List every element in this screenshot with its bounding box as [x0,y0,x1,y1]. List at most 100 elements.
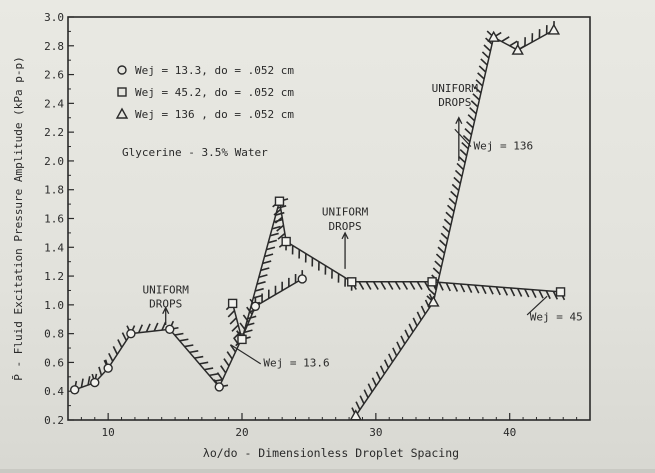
data-point-square [275,197,283,205]
hatch-mark [356,402,360,410]
hatch-mark [118,339,122,347]
annotation-text: UNIFORM [143,283,190,296]
hatch-mark [468,285,472,293]
data-point-square [348,278,356,286]
hatch-mark [475,285,479,293]
hatch-mark [482,52,488,58]
data-point-square [557,288,565,296]
hatch-mark [454,177,460,183]
hatch-mark [389,354,393,362]
series-line-square [233,201,561,339]
series-label: Wej = 45 [530,311,583,324]
hatch-mark [209,374,218,376]
hatch-mark [88,376,90,385]
hatch-mark [440,240,446,246]
hatch-mark [525,289,529,297]
legend-fluid-label: Glycerine - 3.5% Water [122,146,268,159]
hatch-mark [122,333,126,341]
hatch-mark [227,352,232,359]
legend-marker-circle [118,66,126,74]
hatch-mark [455,170,461,176]
y-tick-label: 0.6 [44,356,64,369]
data-point-circle [298,275,306,283]
data-point-triangle [513,45,523,54]
label-leader [231,345,260,364]
x-axis-label: λo/do - Dimensionless Droplet Spacing [203,446,459,460]
series-label: Wej = 136 [474,139,534,152]
hatch-mark [228,311,234,317]
data-point-circle [215,383,223,391]
y-tick-label: 1.6 [44,213,64,226]
y-tick-label: 2.8 [44,40,64,53]
hatch-mark [374,282,379,290]
hatch-mark [511,288,515,296]
hatch-mark [413,318,417,326]
annotation-text: DROPS [438,96,471,109]
hatch-mark [113,346,117,354]
hatch-mark [417,282,422,290]
hatch-mark [438,247,444,253]
hatch-mark [146,324,150,332]
x-tick-label: 30 [369,426,382,439]
annotation-text: UNIFORM [322,206,369,219]
hatch-mark [448,205,454,211]
hatch-mark [194,357,203,359]
hatch-mark [461,284,465,292]
hatch-mark [385,360,389,368]
hatch-mark [377,372,381,380]
hatch-mark [489,286,493,294]
hatch-mark [99,367,102,376]
hatch-mark [444,219,450,225]
hatch-mark [381,282,386,290]
data-point-square [282,238,290,246]
hatch-mark [439,282,443,290]
series-label: Wej = 13.6 [263,357,329,370]
hatch-mark [190,351,199,353]
data-point-triangle [351,411,361,420]
hatch-mark [479,66,485,72]
hatch-mark [503,287,507,295]
hatch-mark [405,330,409,338]
hatch-mark [449,198,455,204]
data-point-triangle [549,25,559,34]
hatch-mark [388,282,393,290]
hatch-mark [518,289,522,297]
y-tick-label: 2.0 [44,155,64,168]
hatch-mark [230,318,236,324]
hatch-mark [410,282,415,290]
hatch-mark [471,101,477,107]
hatch-mark [478,73,484,79]
hatch-mark [510,41,518,46]
hatch-mark [154,323,158,331]
hatch-mark [409,324,413,332]
annotation-text: DROPS [328,220,361,233]
y-tick-label: 2.6 [44,69,64,82]
hatch-mark [446,212,452,218]
hatch-mark [232,325,238,331]
hatch-mark [453,284,457,292]
hatch-mark [396,282,401,290]
y-tick-label: 1.4 [44,241,64,254]
data-point-circle [166,325,174,333]
hatch-mark [460,150,466,156]
hatch-mark [436,254,442,260]
hatch-mark [185,345,194,347]
x-tick-label: 20 [235,426,248,439]
x-tick-label: 10 [102,426,115,439]
hatch-mark [496,287,500,295]
hatch-mark [180,339,189,341]
hatch-mark [446,283,450,291]
data-point-circle [104,364,112,372]
y-tick-label: 1.2 [44,270,64,283]
hatch-mark [457,163,463,169]
hatch-mark [539,290,543,298]
hatch-mark [393,348,397,356]
hatch-mark [360,396,364,404]
hatch-mark [417,312,421,320]
hatch-mark [532,290,536,298]
hatch-mark [452,184,458,190]
hatch-mark [481,59,487,65]
data-point-circle [91,379,99,387]
hatch-mark [433,268,439,274]
